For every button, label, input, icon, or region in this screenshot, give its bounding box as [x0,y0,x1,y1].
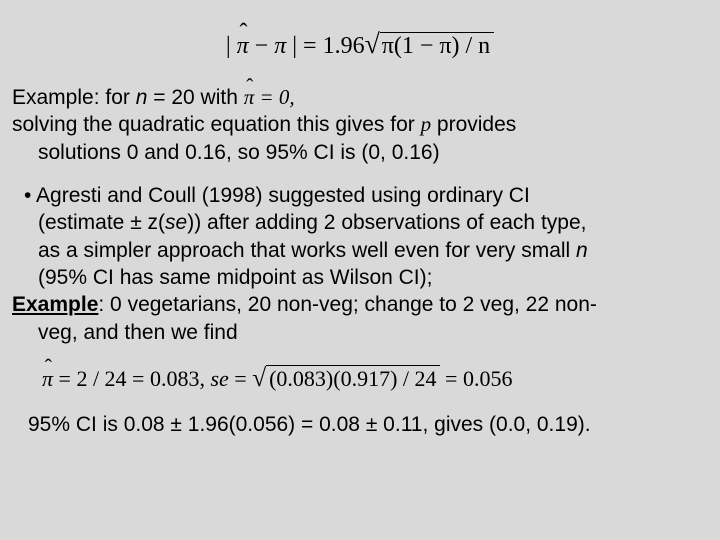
b-l2a: (estimate ± z( [38,211,165,234]
se-2: se [210,366,228,391]
b-l3a: as a simpler approach that works well ev… [38,239,576,262]
ex2-l1: : 0 vegetarians, 20 non-veg; change to 2… [98,293,597,316]
se-italic: se [165,211,187,234]
formula-bottom: π = 2 / 24 = 0.083, se = √(0.083)(0.917)… [42,362,708,395]
formula-top: | π − π | = 1.96√π(1 − π) / n [12,26,708,62]
abs-open: | [226,33,237,59]
bullet-dot: • [24,184,36,207]
fb-part1: = 2 / 24 = 0.083, [53,366,210,391]
minus: − [249,33,275,59]
radicand-2: (0.083)(0.917) / 24 [266,365,439,391]
b-l1: Agresti and Coull (1998) suggested using… [36,184,530,207]
p1-l1b: = 20 with [147,86,243,109]
b-l2b: )) after adding 2 observations of each t… [187,211,586,234]
pi-hat-2: π [42,365,53,394]
eq-zero: = 0, [254,85,294,109]
pi-placeholder: p [421,112,432,136]
var-n-2: n [576,239,588,262]
example-label: Example [12,293,98,316]
pi-hat-inline: π [244,84,255,111]
sqrt-symbol: √ [365,28,380,59]
pi: π [274,33,286,59]
fb-eq: = [229,366,252,391]
ex2-l2: veg, and then we find [38,321,238,344]
pi-hat: π [237,31,249,62]
fb-tail: = 0.056 [440,366,513,391]
p1-l2b: provides [431,113,516,136]
radicand: π(1 − π) / n [380,32,494,59]
final-line: 95% CI is 0.08 ± 1.96(0.056) = 0.08 ± 0.… [12,411,708,438]
p1-l2: solving the quadratic equation this give… [12,113,421,136]
bullet-agresti-coull: • Agresti and Coull (1998) suggested usi… [12,182,708,346]
abs-close: | [286,33,297,59]
p1-l1a: Example: for [12,86,136,109]
eq-196: = 1.96 [297,33,365,59]
p1-l3: solutions 0 and 0.16, so 95% CI is (0, 0… [38,141,440,164]
var-n: n [136,86,148,109]
b-l4: (95% CI has same midpoint as Wilson CI); [38,266,432,289]
final-text: 95% CI is 0.08 ± 1.96(0.056) = 0.08 ± 0.… [28,413,591,436]
sqrt-symbol-2: √ [252,364,266,392]
example-paragraph-1: Example: for n = 20 with π = 0, solving … [12,84,708,166]
